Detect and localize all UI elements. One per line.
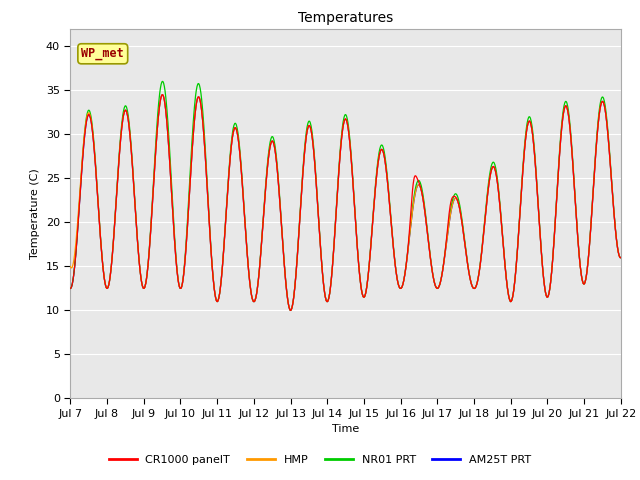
Line: CR1000 panelT: CR1000 panelT bbox=[70, 95, 621, 311]
HMP bbox=[67, 264, 74, 269]
NR01 PRT bbox=[332, 214, 340, 220]
AM25T PRT bbox=[476, 264, 484, 270]
NR01 PRT bbox=[321, 294, 329, 300]
HMP bbox=[476, 264, 484, 270]
AM25T PRT bbox=[321, 294, 329, 300]
Legend: CR1000 panelT, HMP, NR01 PRT, AM25T PRT: CR1000 panelT, HMP, NR01 PRT, AM25T PRT bbox=[104, 451, 536, 469]
Line: AM25T PRT: AM25T PRT bbox=[70, 95, 621, 311]
Text: WP_met: WP_met bbox=[81, 48, 124, 60]
CR1000 panelT bbox=[617, 255, 625, 261]
CR1000 panelT bbox=[476, 264, 484, 270]
CR1000 panelT bbox=[152, 137, 160, 143]
CR1000 panelT bbox=[67, 286, 74, 291]
Line: NR01 PRT: NR01 PRT bbox=[70, 82, 621, 311]
Y-axis label: Temperature (C): Temperature (C) bbox=[30, 168, 40, 259]
NR01 PRT bbox=[557, 134, 564, 140]
AM25T PRT bbox=[611, 215, 618, 220]
AM25T PRT bbox=[159, 92, 166, 97]
CR1000 panelT bbox=[611, 215, 618, 220]
CR1000 panelT bbox=[159, 92, 166, 97]
NR01 PRT bbox=[287, 308, 294, 313]
AM25T PRT bbox=[332, 216, 340, 222]
AM25T PRT bbox=[287, 308, 294, 313]
NR01 PRT bbox=[611, 214, 618, 219]
NR01 PRT bbox=[152, 129, 160, 135]
X-axis label: Time: Time bbox=[332, 424, 359, 434]
AM25T PRT bbox=[557, 138, 564, 144]
AM25T PRT bbox=[67, 286, 74, 291]
NR01 PRT bbox=[67, 286, 74, 291]
NR01 PRT bbox=[617, 255, 625, 261]
HMP bbox=[557, 138, 564, 144]
CR1000 panelT bbox=[287, 308, 294, 313]
CR1000 panelT bbox=[332, 216, 340, 222]
NR01 PRT bbox=[476, 264, 484, 269]
Title: Temperatures: Temperatures bbox=[298, 11, 393, 25]
HMP bbox=[321, 294, 329, 300]
CR1000 panelT bbox=[557, 138, 564, 144]
HMP bbox=[617, 255, 625, 261]
Line: HMP: HMP bbox=[70, 95, 621, 311]
HMP bbox=[152, 137, 160, 143]
CR1000 panelT bbox=[321, 294, 329, 300]
AM25T PRT bbox=[152, 137, 160, 143]
HMP bbox=[611, 215, 618, 220]
HMP bbox=[332, 216, 340, 222]
AM25T PRT bbox=[617, 255, 625, 261]
NR01 PRT bbox=[159, 79, 166, 84]
HMP bbox=[287, 308, 294, 313]
HMP bbox=[159, 92, 166, 97]
